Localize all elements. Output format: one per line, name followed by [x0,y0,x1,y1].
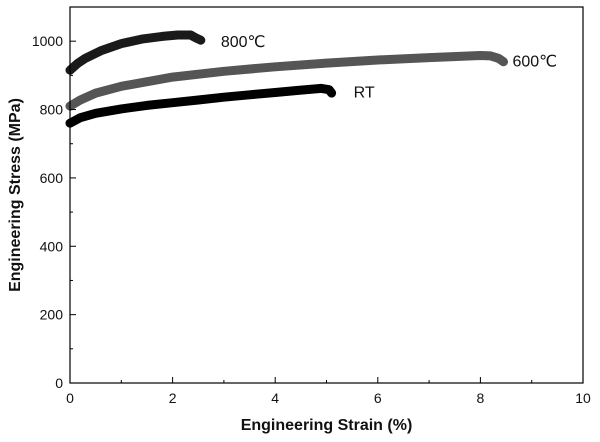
x-tick-label: 2 [169,390,177,406]
curve-rt [65,83,337,128]
y-tick-label: 400 [40,238,64,254]
y-tick-label: 0 [55,375,63,391]
x-tick-label: 0 [66,390,74,406]
curve-600 [65,51,508,111]
x-tick-label: 8 [477,390,485,406]
x-tick-label: 10 [575,390,591,406]
x-tick-label: 4 [271,390,279,406]
curve-800 [65,30,206,75]
curve-label-600: 600℃ [512,53,557,70]
y-axis-title: Engineering Stress (MPa) [7,98,24,292]
labels-layer: RT 800℃ 600℃ 0 2 4 6 8 10 0 200 400 600 800 1000 [32,33,591,406]
curves-layer [65,30,508,128]
curve-label-rt: RT [354,85,375,102]
y-tick-label: 200 [40,307,64,323]
curve-label-800: 800℃ [221,34,266,51]
y-tick-label: 800 [40,102,64,118]
x-tick-label: 6 [374,390,382,406]
y-tick-label: 600 [40,170,64,186]
x-axis-title: Engineering Strain (%) [241,417,413,434]
axes-layer [69,6,584,384]
y-tick-label: 1000 [32,33,63,49]
